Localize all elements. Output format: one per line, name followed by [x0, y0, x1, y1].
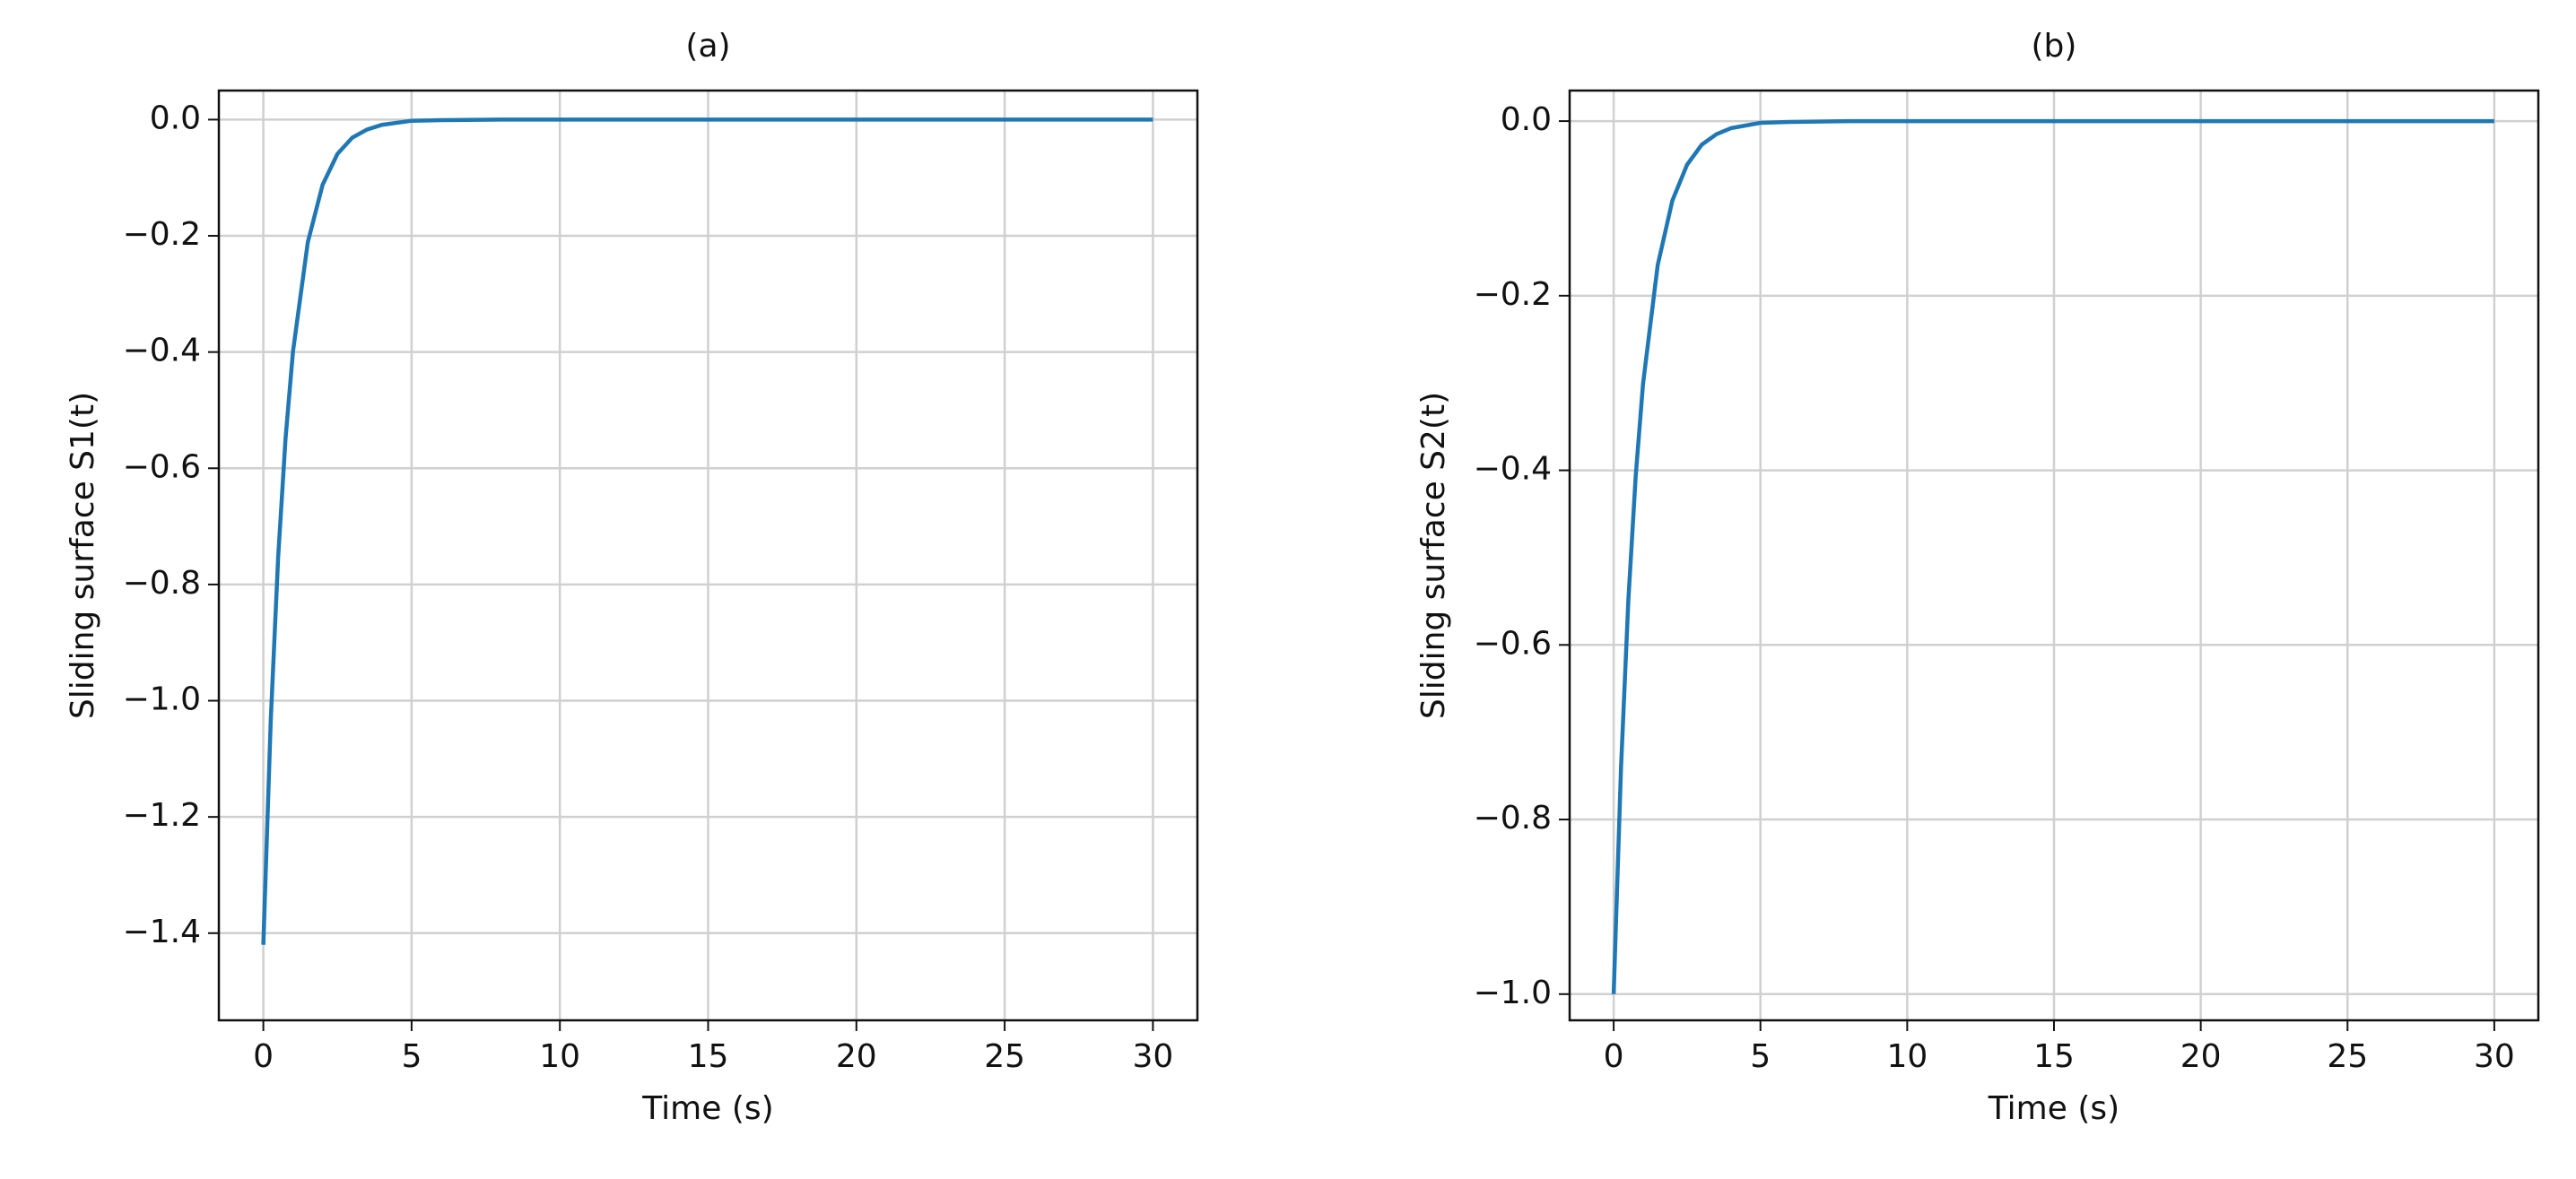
chart-title: (a)	[685, 28, 730, 65]
x-tick-label: 30	[2474, 1038, 2515, 1075]
data-line	[1611, 118, 2494, 994]
x-tick-label: 30	[1133, 1038, 1174, 1075]
chart-title: (b)	[2032, 28, 2077, 65]
x-tick-label: 15	[2033, 1038, 2075, 1075]
y-tick-label: −1.0	[123, 681, 201, 718]
plot-frame	[1568, 89, 2540, 1022]
x-tick-label: 10	[1886, 1038, 1928, 1075]
y-axis-label: Sliding surface S2(t)	[1415, 392, 1452, 719]
y-tick-label: −1.2	[123, 797, 201, 834]
y-tick-label: 0.0	[150, 100, 201, 136]
x-tick-label: 0	[1604, 1038, 1624, 1075]
y-tick-label: −1.0	[1474, 975, 1552, 1011]
y-tick-label: −0.8	[123, 565, 201, 602]
x-axis-label: Time (s)	[1988, 1090, 2119, 1127]
data-line	[261, 117, 1153, 945]
y-tick-label: −0.8	[1474, 800, 1552, 837]
y-tick-label: −0.6	[123, 448, 201, 485]
y-tick-label: −0.2	[1474, 276, 1552, 313]
x-tick-label: 25	[2327, 1038, 2368, 1075]
y-axis-label: Sliding surface S1(t)	[65, 392, 101, 719]
y-tick-label: −0.6	[1474, 625, 1552, 662]
x-tick-label: 20	[2180, 1038, 2222, 1075]
x-tick-label: 15	[688, 1038, 729, 1075]
x-tick-label: 5	[401, 1038, 422, 1075]
x-tick-label: 10	[539, 1038, 580, 1075]
x-tick-label: 20	[836, 1038, 877, 1075]
y-tick-label: −0.4	[1474, 451, 1552, 488]
plot-frame	[217, 89, 1199, 1022]
y-tick-label: −0.2	[123, 216, 201, 253]
x-tick-label: 25	[984, 1038, 1025, 1075]
y-tick-label: 0.0	[1501, 101, 1552, 138]
x-axis-label: Time (s)	[641, 1090, 773, 1127]
y-tick-label: −0.4	[123, 333, 201, 369]
y-tick-label: −1.4	[123, 914, 201, 950]
x-tick-label: 5	[1750, 1038, 1771, 1075]
x-tick-label: 0	[253, 1038, 274, 1075]
